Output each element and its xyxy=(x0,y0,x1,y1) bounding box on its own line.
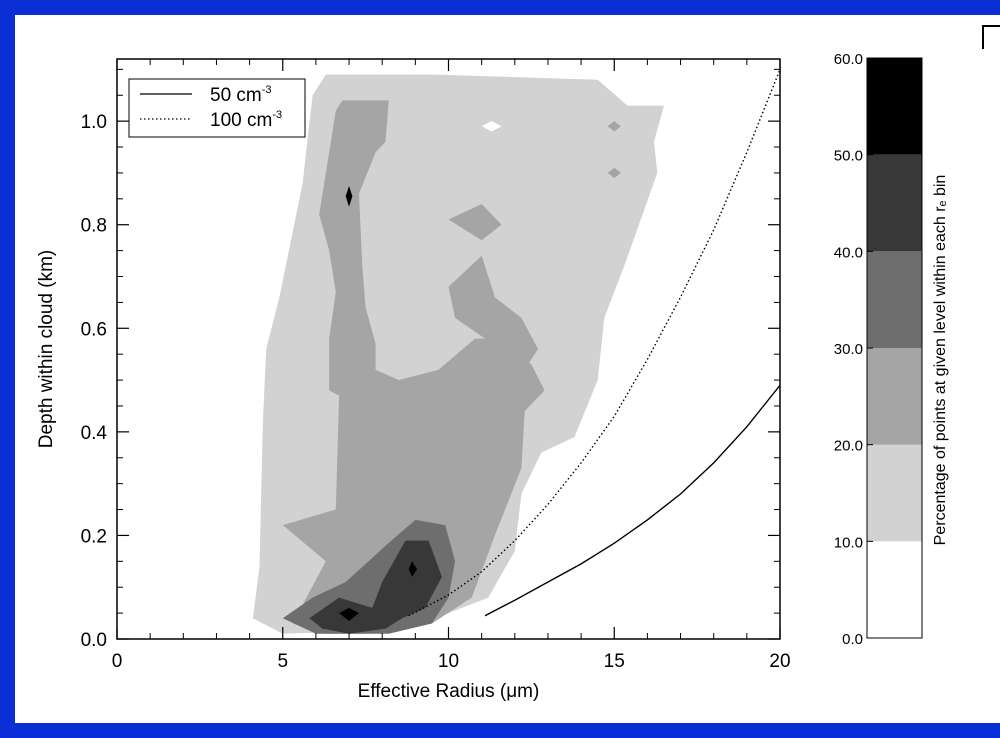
axes-layer: 0 5 10 15 20 0.0 0.2 0.4 0.6 0.8 1.0 xyxy=(81,59,791,672)
colorbar-tick-label: 40.0 xyxy=(834,244,863,261)
contour-region-40-50-5 xyxy=(309,540,442,634)
contour-region-50-60-8 xyxy=(345,185,353,207)
colorbar-tick-label: 20.0 xyxy=(834,438,863,455)
y-tick-label: 1.0 xyxy=(81,112,107,133)
contour-region-20-30-10 xyxy=(607,121,621,132)
colorbar-band xyxy=(867,58,922,155)
contour-region-20-30-11 xyxy=(607,167,621,179)
contour-region-20-30-2 xyxy=(448,255,538,370)
contour-region-50-60-6 xyxy=(339,607,359,621)
colorbar-tick-label: 0.0 xyxy=(842,631,863,648)
x-tick-label: 10 xyxy=(438,651,459,672)
y-tick-label: 0.6 xyxy=(81,319,107,340)
legend-box xyxy=(128,78,306,138)
contour-region-20-30-3 xyxy=(448,204,502,241)
colorbar-band xyxy=(867,154,922,252)
y-axis-label: Depth within cloud (km) xyxy=(36,250,57,449)
contour-region-20-30-1 xyxy=(282,100,545,634)
x-tick-label: 0 xyxy=(112,651,123,672)
curve-layer xyxy=(408,69,780,617)
colorbar-band xyxy=(867,348,922,445)
legend-label-50-sup: -3 xyxy=(262,84,272,96)
legend-label-100: 100 cm-3 xyxy=(210,109,282,131)
x-tick-label: 15 xyxy=(604,651,625,672)
colorbar: 0.0 10.0 20.0 30.0 40.0 50.0 60.0 xyxy=(834,51,923,648)
colorbar-band xyxy=(867,541,922,638)
y-tick-label: 0.8 xyxy=(81,216,107,237)
colorbar-band xyxy=(867,444,922,542)
y-tick-label: 0.2 xyxy=(81,526,107,547)
colorbar-tick-label: 30.0 xyxy=(834,341,863,358)
colorbar-label: Percentage of points at given level with… xyxy=(932,175,949,546)
colorbar-tick-label: 50.0 xyxy=(834,148,863,165)
x-tick-label: 20 xyxy=(769,651,790,672)
legend-label-100-sup: -3 xyxy=(272,109,282,121)
curve-solid xyxy=(484,384,780,617)
y-tick-label: 0.0 xyxy=(81,630,107,651)
legend: 50 cm-3 100 cm-3 xyxy=(128,78,306,138)
x-tick-label: 5 xyxy=(277,651,288,672)
contour-layer xyxy=(252,74,664,634)
corner-mark xyxy=(982,25,1000,49)
contour-region-0-10-9 xyxy=(481,121,502,132)
colorbar-band xyxy=(867,251,922,348)
legend-label-50: 50 cm-3 xyxy=(210,84,272,106)
legend-label-100-base: 100 cm xyxy=(210,110,272,131)
x-axis-label: Effective Radius (μm) xyxy=(358,681,540,702)
legend-label-50-base: 50 cm xyxy=(210,85,262,106)
contour-region-50-60-7 xyxy=(408,561,417,577)
y-tick-label: 0.4 xyxy=(81,423,108,444)
colorbar-tick-label: 60.0 xyxy=(834,51,863,68)
colorbar-tick-label: 10.0 xyxy=(834,534,863,551)
